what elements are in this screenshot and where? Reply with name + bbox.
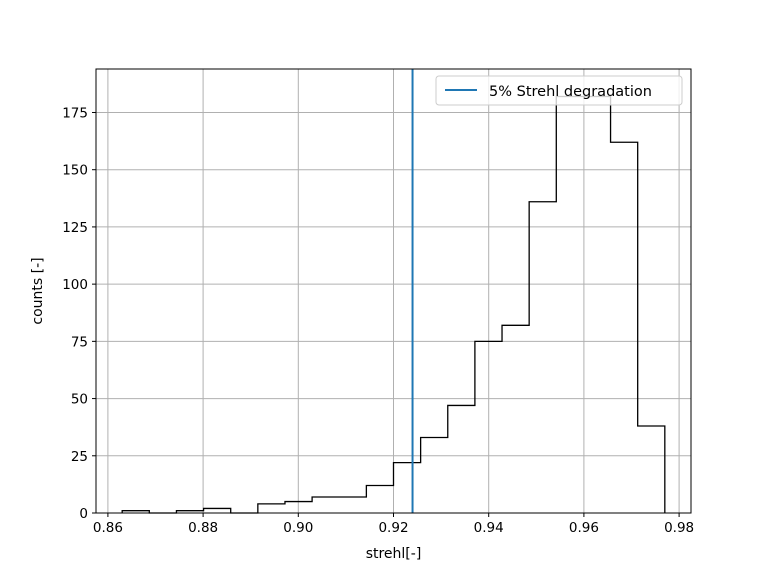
x-tick-label: 0.94 — [474, 520, 504, 536]
y-axis-label: counts [-] — [30, 257, 46, 324]
legend-box — [435, 75, 683, 106]
legend-label: 5% Strehl degradation — [489, 84, 652, 100]
y-tick-label: 0 — [79, 506, 88, 522]
x-tick-label: 0.90 — [283, 520, 313, 536]
y-tick-label: 175 — [62, 105, 88, 121]
y-tick-label: 125 — [62, 220, 88, 236]
x-tick-label: 0.86 — [93, 520, 123, 536]
y-axis-ticks: 0 25 50 75 100 125 150 175 — [62, 105, 96, 522]
y-tick-label: 50 — [71, 392, 88, 408]
x-axis-ticks: 0.86 0.88 0.90 0.92 0.94 0.96 0.98 — [93, 513, 694, 536]
legend: 5% Strehl degradation — [435, 75, 683, 106]
y-tick-label: 150 — [62, 163, 88, 179]
y-tick-label: 75 — [71, 334, 88, 350]
x-tick-label: 0.98 — [664, 520, 694, 536]
y-tick-label: 25 — [71, 449, 88, 465]
x-tick-label: 0.96 — [569, 520, 599, 536]
x-axis-label: strehl[-] — [366, 546, 422, 562]
x-tick-label: 0.88 — [188, 520, 218, 536]
y-tick-label: 100 — [62, 277, 88, 293]
x-tick-label: 0.92 — [378, 520, 408, 536]
